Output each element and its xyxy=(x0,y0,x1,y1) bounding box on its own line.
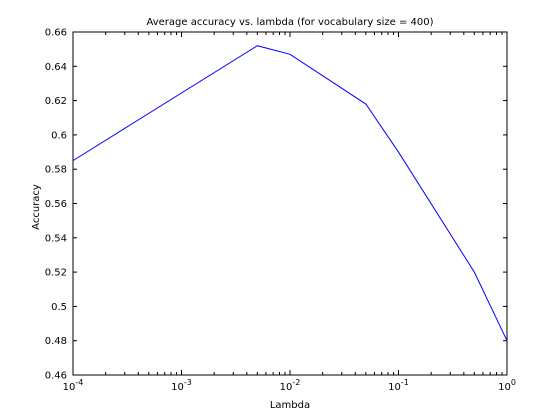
y-tick-label: 0.46 xyxy=(45,371,67,382)
series-line xyxy=(72,45,508,341)
y-tick-label: 0.58 xyxy=(45,165,67,176)
x-tick-label: 10-1 xyxy=(388,378,409,393)
y-tick-label: 0.54 xyxy=(45,233,67,244)
chart-title: Average accuracy vs. lambda (for vocabul… xyxy=(146,17,433,28)
y-tick-label: 0.66 xyxy=(45,28,67,39)
x-tick-label: 10-3 xyxy=(171,378,192,393)
x-tick-label: 10-4 xyxy=(63,378,84,393)
y-tick-label: 0.56 xyxy=(45,199,67,210)
x-tick-label: 100 xyxy=(498,378,516,393)
y-tick-label: 0.6 xyxy=(51,130,67,141)
y-tick-label: 0.5 xyxy=(51,302,67,313)
x-tick-label: 10-2 xyxy=(280,378,301,393)
plot-area: 0.46 0.48 0.5 0.52 0.54 0.56 0.58 0.6 0.62 0.64 0.… xyxy=(45,28,516,394)
y-tick-label: 0.62 xyxy=(45,96,67,107)
y-tick-label: 0.52 xyxy=(45,268,67,279)
y-tick-label: 0.64 xyxy=(45,62,67,73)
y-tick-label: 0.48 xyxy=(45,336,67,347)
x-axis-title: Lambda xyxy=(270,400,310,411)
y-axis-title: Accuracy xyxy=(31,184,42,230)
